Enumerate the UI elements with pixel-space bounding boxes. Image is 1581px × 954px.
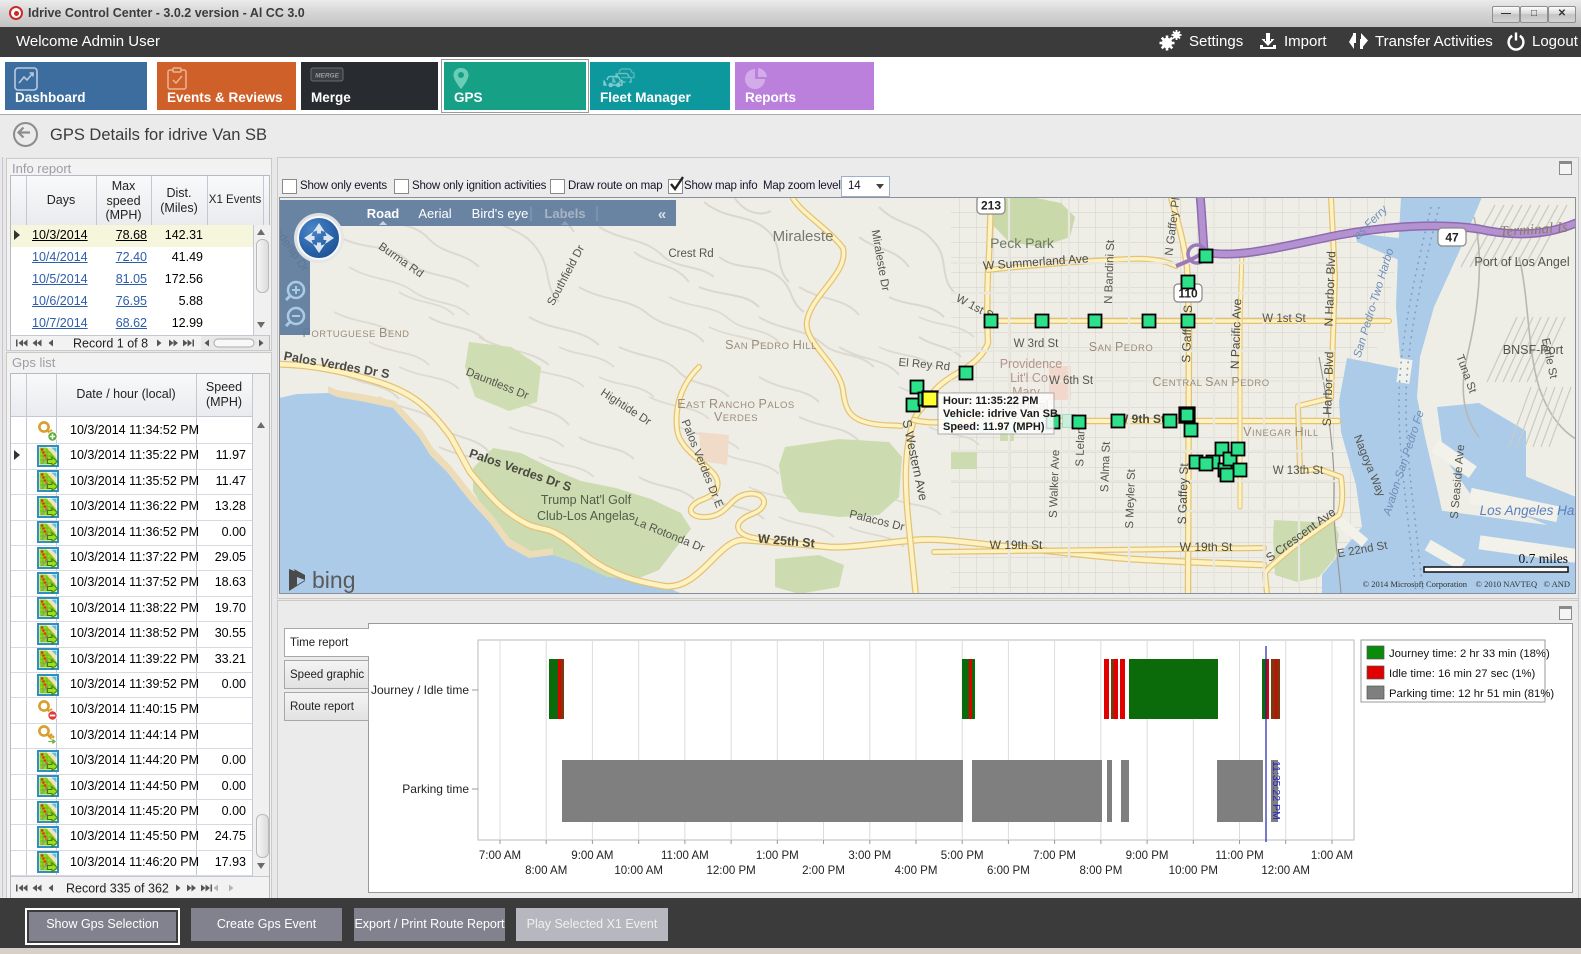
svg-text:bing: bing (312, 567, 355, 593)
svg-text:Hour: 11:35:22 PM: Hour: 11:35:22 PM (943, 395, 1038, 407)
svg-text:Club-Los Angelas: Club-Los Angelas (537, 509, 635, 523)
svg-text:11:00 PM: 11:00 PM (1215, 850, 1263, 862)
svg-text:W 1st St: W 1st St (1262, 313, 1306, 325)
svg-text:9:00 AM: 9:00 AM (571, 850, 613, 862)
svg-text:Record 1 of 8: Record 1 of 8 (73, 337, 148, 351)
svg-text:Record 335 of 362: Record 335 of 362 (66, 882, 169, 896)
svg-text:Journey time: 2 hr 33 min (18%: Journey time: 2 hr 33 min (18%) (1389, 648, 1550, 660)
svg-text:Road: Road (367, 206, 400, 221)
svg-text:© 2014 Microsoft Corporation: © 2014 Microsoft Corporation © 2010 NAVT… (1363, 579, 1570, 589)
svg-text:SAN PEDRO: SAN PEDRO (1089, 340, 1153, 354)
svg-text:W 19th St: W 19th St (990, 538, 1043, 552)
svg-text:Journey / Idle time: Journey / Idle time (371, 683, 469, 697)
svg-text:1:00 AM: 1:00 AM (1311, 850, 1353, 862)
svg-text:Idle time: 16 min 27 sec (1%): Idle time: 16 min 27 sec (1%) (1389, 668, 1536, 680)
svg-text:47: 47 (1445, 231, 1459, 245)
svg-text:W 9th St: W 9th St (1117, 412, 1165, 426)
svg-text:S Walker Ave: S Walker Ave (1048, 450, 1062, 519)
svg-text:N Pacific Ave: N Pacific Ave (1228, 298, 1244, 369)
svg-text:Labels: Labels (544, 206, 585, 221)
svg-text:9:00 PM: 9:00 PM (1126, 850, 1169, 862)
svg-text:S Gaffey S: S Gaffey S (1179, 305, 1195, 363)
svg-text:W 13th St: W 13th St (1273, 465, 1324, 477)
svg-text:8:00 PM: 8:00 PM (1079, 865, 1122, 877)
svg-text:Parking time: Parking time (402, 782, 469, 796)
svg-text:Providence: Providence (1000, 357, 1063, 371)
svg-text:«: « (658, 206, 666, 223)
svg-text:7:00 AM: 7:00 AM (479, 850, 521, 862)
svg-text:Parking time: 12 hr 51 min (81: Parking time: 12 hr 51 min (81%) (1389, 688, 1554, 700)
svg-text:S Meyler St: S Meyler St (1124, 468, 1138, 529)
svg-text:N Bandini St: N Bandini St (1103, 239, 1117, 304)
svg-text:N Harbor Blvd: N Harbor Blvd (1322, 251, 1339, 327)
svg-text:W 3rd St: W 3rd St (1014, 338, 1060, 350)
svg-text:Crest Rd: Crest Rd (668, 248, 713, 260)
svg-text:BNSF-Port: BNSF-Port (1503, 343, 1564, 357)
svg-text:12:00 PM: 12:00 PM (706, 865, 755, 877)
svg-text:Los Angeles Harb: Los Angeles Harb (1480, 503, 1576, 518)
svg-text:W 25th St: W 25th St (757, 532, 816, 551)
svg-text:S Alma St: S Alma St (1099, 441, 1113, 493)
svg-text:VINEGAR HILL: VINEGAR HILL (1243, 425, 1319, 439)
svg-text:Lit'l Co: Lit'l Co (1010, 371, 1048, 385)
svg-text:SAN PEDRO HILL: SAN PEDRO HILL (725, 338, 817, 352)
svg-text:S Leland: S Leland (1074, 421, 1088, 467)
svg-text:11:00 AM: 11:00 AM (661, 850, 709, 862)
svg-text:6:00 PM: 6:00 PM (987, 865, 1030, 877)
svg-text:CENTRAL SAN PEDRO: CENTRAL SAN PEDRO (1152, 375, 1269, 389)
svg-text:W 19th St: W 19th St (1180, 540, 1233, 554)
svg-text:11:35:22 PM: 11:35:22 PM (1270, 761, 1282, 820)
svg-text:MERGE: MERGE (315, 73, 340, 80)
svg-text:S Gaffey St: S Gaffey St (1175, 462, 1191, 524)
svg-text:4:00 PM: 4:00 PM (895, 865, 938, 877)
svg-text:5:00 PM: 5:00 PM (941, 850, 984, 862)
svg-text:Terminal Is: Terminal Is (1499, 220, 1568, 241)
svg-text:3:00 PM: 3:00 PM (848, 850, 891, 862)
svg-text:VERDES: VERDES (714, 410, 758, 424)
svg-text:0.7 miles: 0.7 miles (1519, 551, 1569, 566)
svg-text:Aerial: Aerial (418, 206, 451, 221)
svg-text:EAST RANCHO PALOS: EAST RANCHO PALOS (677, 397, 794, 411)
svg-text:110: 110 (1178, 287, 1198, 301)
svg-text:Vehicle: idrive Van SB: Vehicle: idrive Van SB (943, 408, 1058, 420)
svg-text:10:00 PM: 10:00 PM (1169, 865, 1218, 877)
svg-text:12:00 AM: 12:00 AM (1261, 865, 1310, 877)
svg-text:Peck Park: Peck Park (990, 235, 1055, 251)
svg-text:10:00 AM: 10:00 AM (614, 865, 663, 877)
svg-text:Trump Nat'l Golf: Trump Nat'l Golf (541, 493, 632, 507)
svg-text:8:00 AM: 8:00 AM (525, 865, 567, 877)
svg-text:213: 213 (981, 199, 1001, 213)
svg-text:1:00 PM: 1:00 PM (756, 850, 799, 862)
svg-text:PORTUGUESE BEND: PORTUGUESE BEND (303, 326, 410, 340)
svg-text:S Harbor Blvd: S Harbor Blvd (1320, 351, 1337, 426)
svg-text:Bird's eye: Bird's eye (472, 206, 529, 221)
svg-text:7:00 PM: 7:00 PM (1033, 850, 1076, 862)
svg-text:Miraleste: Miraleste (773, 228, 834, 245)
svg-text:W 6th St: W 6th St (1049, 375, 1094, 387)
svg-text:Speed: 11.97 (MPH): Speed: 11.97 (MPH) (943, 421, 1045, 433)
svg-text:2:00 PM: 2:00 PM (802, 865, 845, 877)
svg-text:El Rey Rd: El Rey Rd (898, 357, 951, 373)
svg-text:Port of Los Angel: Port of Los Angel (1474, 255, 1569, 269)
